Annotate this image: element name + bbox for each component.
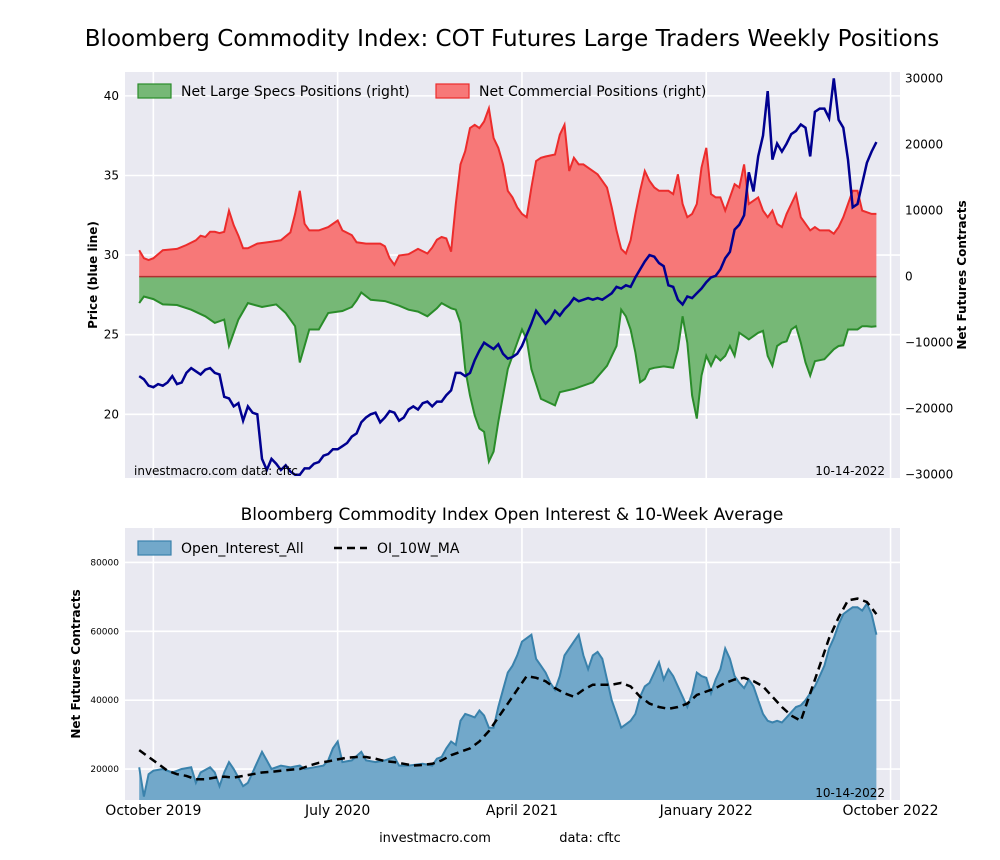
x-tick-label: October 2019 [105,803,201,819]
legend-label-specs: Net Large Specs Positions (right) [181,84,410,100]
commercial-line [138,104,877,267]
x-tick-label: January 2022 [659,803,753,819]
main-chart-title: Bloomberg Commodity Index: COT Futures L… [85,26,939,52]
footer-source: data: cftc [559,831,621,846]
legend-label-commercial: Net Commercial Positions (right) [479,84,706,100]
footer-site: investmacro.com [379,831,491,846]
oi-y-axis-label: Net Futures Contracts [69,589,83,738]
y-right-tick-label: 30000 [905,72,943,86]
y-left-axis-label: Price (blue line) [86,221,100,329]
y-left-tick-label: 40 [104,89,119,103]
y-right-tick-label: 10000 [905,204,943,218]
legend-label-oi: Open_Interest_All [181,541,304,557]
oi-y-tick-label: 80000 [90,558,119,568]
open-interest-panel: October 2019 July 2020 April 2021 January 2… [69,528,939,819]
oi-date-label: 10-14-2022 [815,786,885,800]
y-right-tick-label: −10000 [905,336,953,350]
top-watermark: investmacro.com data: cftc [134,464,298,478]
y-right-axis-label: Net Futures Contracts [955,200,969,349]
positions-panel: 20 25 30 35 40 −30000 −20000 −10000 0 10000 20000 3… [86,72,969,482]
x-tick-label: October 2022 [842,803,938,819]
price-line [138,78,878,477]
oi-legend: Open_Interest_All OI_10W_MA [137,540,460,557]
positions-legend: Net Large Specs Positions (right) Net Com… [137,83,706,100]
oi-y-tick-label: 40000 [90,696,119,706]
y-left-tick-label: 35 [104,168,119,182]
y-left-tick-label: 20 [104,407,119,421]
x-tick-label: April 2021 [486,803,558,819]
open-interest-line [138,601,878,797]
legend-swatch-commercial [435,83,470,99]
y-right-tick-label: 0 [905,270,913,284]
top-date-label: 10-14-2022 [815,464,885,478]
legend-label-ma: OI_10W_MA [377,541,460,557]
legend-swatch-oi [137,540,172,556]
y-left-tick-label: 30 [104,248,119,262]
large-specs-line [138,291,877,465]
legend-swatch-specs [137,83,172,99]
y-right-tick-label: 20000 [905,138,943,152]
y-left-tick-label: 25 [104,328,119,342]
y-right-tick-label: −20000 [905,402,953,416]
oi-chart-title: Bloomberg Commodity Index Open Interest … [241,505,784,525]
positions-series-group [138,78,878,477]
y-right-tick-label: −30000 [905,468,953,482]
oi-y-tick-label: 60000 [90,627,119,637]
oi-y-tick-label: 20000 [90,765,119,775]
x-tick-label: July 2020 [304,803,370,819]
oi-10w-ma-line [138,597,878,781]
oi-series-group [138,597,878,800]
